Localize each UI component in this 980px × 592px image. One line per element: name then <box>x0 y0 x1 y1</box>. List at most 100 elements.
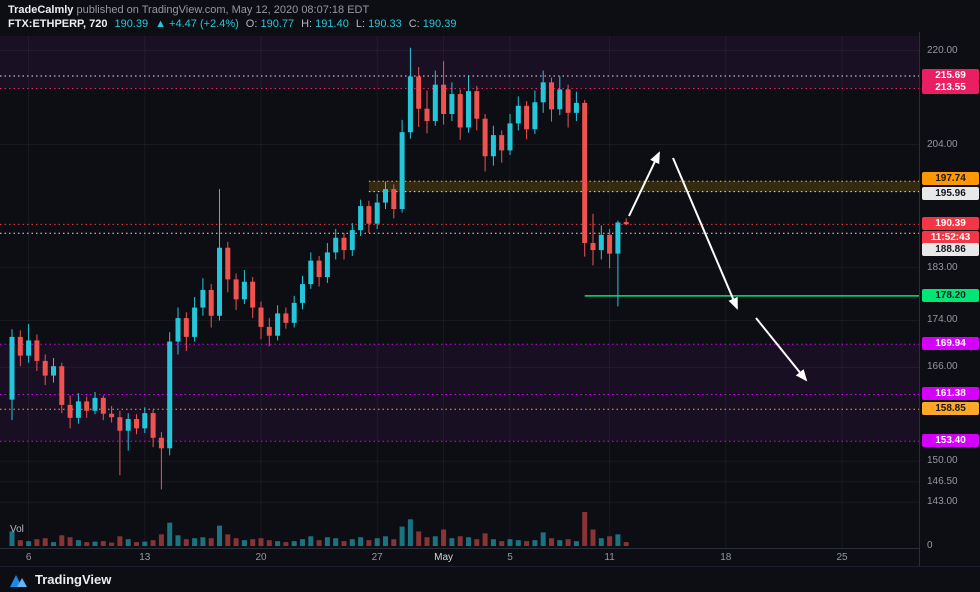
candle-body <box>26 340 32 356</box>
volume-bar <box>573 541 579 546</box>
candle-body <box>598 234 604 251</box>
candle-body <box>532 102 538 130</box>
ohlc-high-value: 191.40 <box>315 18 349 30</box>
drawn-arrow[interactable] <box>628 151 660 217</box>
candle-body <box>291 302 297 323</box>
header: TradeCalmly published on TradingView.com… <box>0 0 980 32</box>
author-link[interactable]: TradeCalmly <box>8 4 74 16</box>
volume-bar <box>125 539 131 546</box>
brand-name[interactable]: TradingView <box>35 572 112 587</box>
ohlc-low: L: 190.33 <box>356 17 402 32</box>
volume-bar <box>250 539 256 546</box>
candle-body <box>109 413 115 418</box>
volume-bar <box>557 540 563 546</box>
volume-bar <box>225 534 231 546</box>
candle-body <box>582 102 588 244</box>
ohlc-high: H: 191.40 <box>301 17 349 32</box>
volume-bar <box>51 542 56 546</box>
candle-body <box>432 84 438 122</box>
candle-body <box>349 230 355 251</box>
candle-body <box>283 313 289 323</box>
symbol-title: FTX:ETHPERP, 720 <box>8 18 108 30</box>
price-badge: 161.38 <box>922 387 979 401</box>
footer: TradingView <box>0 566 980 592</box>
price-badge: 197.74 <box>922 172 979 186</box>
candle-body <box>515 105 521 124</box>
price-tick-label: 143.00 <box>927 496 958 508</box>
drawn-arrow[interactable] <box>672 157 738 310</box>
candle-body <box>490 135 496 157</box>
tradingview-logo[interactable] <box>9 572 28 588</box>
ohlc-open-value: 190.77 <box>260 18 295 30</box>
volume-bar <box>399 526 405 546</box>
volume-bar <box>598 538 604 546</box>
volume-bar <box>549 538 554 546</box>
price-zone <box>0 36 919 89</box>
price-badge: 213.55 <box>922 81 979 95</box>
time-axis[interactable]: 6 13 20 27 May 5 11 18 25 <box>0 548 919 567</box>
volume-bar <box>366 540 372 546</box>
price-badge: 215.69 <box>922 68 979 82</box>
ohlc-high-label: H: <box>301 18 313 30</box>
volume-bar <box>217 525 222 546</box>
volume-bar <box>432 536 438 546</box>
volume-bar <box>67 537 73 546</box>
candle-body <box>158 437 164 449</box>
price-badge: 11:52:43 <box>922 231 979 245</box>
time-axis-label: May <box>434 552 454 563</box>
candle-body <box>75 401 81 418</box>
volume-bar <box>17 540 23 546</box>
time-axis-label: 25 <box>836 552 848 563</box>
price-badge: 158.85 <box>922 402 979 416</box>
candle-body <box>449 94 455 115</box>
attribution: TradeCalmly published on TradingView.com… <box>8 3 980 17</box>
volume-bar <box>474 539 480 546</box>
drawn-arrow[interactable] <box>755 317 808 382</box>
volume-bar <box>100 541 106 546</box>
published-text: published on TradingView.com, May 12, 20… <box>76 4 370 16</box>
volume-bar <box>358 537 364 546</box>
price-tick-label: 166.00 <box>927 361 958 373</box>
volume-bar <box>333 538 339 546</box>
candle-body <box>391 189 397 210</box>
candle-body <box>573 102 579 113</box>
volume-bar <box>615 534 621 546</box>
candle-body <box>217 247 222 316</box>
candle-body <box>341 237 347 251</box>
volume-bar <box>424 537 430 546</box>
volume-bar <box>374 538 380 546</box>
candle-body <box>623 222 629 225</box>
candle-body <box>92 397 98 411</box>
volume-bar <box>623 542 629 546</box>
time-axis-label: 27 <box>371 552 383 563</box>
candle-body <box>358 206 364 231</box>
price-tick-label: 204.00 <box>927 138 958 150</box>
price-badge: 190.39 <box>922 217 979 231</box>
candle-body <box>233 279 239 300</box>
volume-bar <box>565 539 571 546</box>
volume-bar <box>192 538 198 546</box>
candle-body <box>34 340 40 361</box>
volume-bar <box>208 538 214 546</box>
volume-bar <box>200 537 206 546</box>
price-badge: 169.94 <box>922 337 979 351</box>
price-badge: 178.20 <box>922 288 979 302</box>
time-axis-label: 18 <box>720 552 732 563</box>
candle-body <box>324 252 330 278</box>
volume-bar <box>324 537 330 546</box>
volume-bar <box>134 542 139 546</box>
candle-body <box>84 401 90 411</box>
price-tick-label: 174.00 <box>927 314 958 326</box>
price-scale[interactable]: 220.00 215.69 213.55 204.00 197.74 195.96 190.… <box>919 32 980 566</box>
candle-body <box>125 418 131 431</box>
ohlc-open-label: O: <box>245 18 258 30</box>
ohlc-open: O: 190.77 <box>246 17 294 32</box>
volume-bar <box>316 540 322 546</box>
candle-body <box>524 105 530 130</box>
time-axis-label: 11 <box>604 552 615 563</box>
volume-label: Vol <box>10 524 24 535</box>
volume-bar <box>540 532 546 546</box>
volume-bar <box>441 529 447 546</box>
price-tick-label: 150.00 <box>927 455 958 467</box>
